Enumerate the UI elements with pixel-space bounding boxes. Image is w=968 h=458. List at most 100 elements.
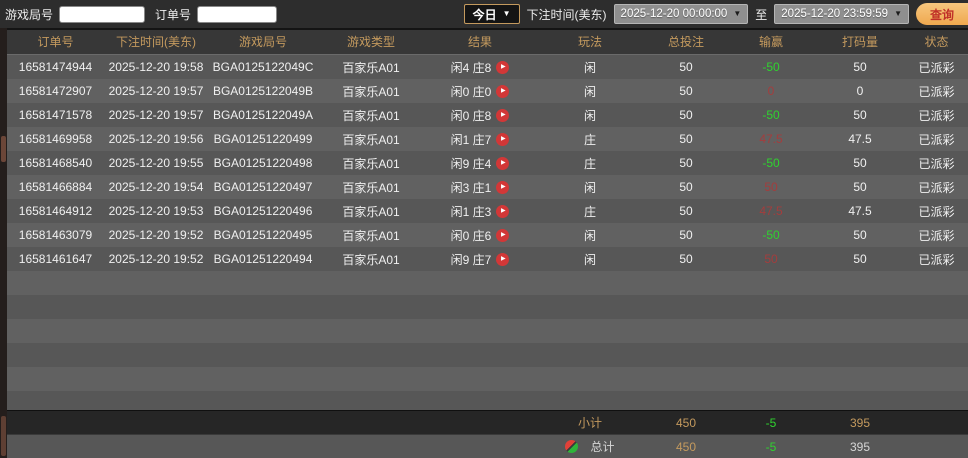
win-loss-cell: -50	[762, 60, 780, 74]
order-no-input[interactable]	[197, 5, 278, 23]
chevron-down-icon: ▼	[894, 9, 902, 18]
status-cell: 已派彩	[918, 204, 955, 219]
empty-row	[7, 271, 968, 295]
play-icon[interactable]: ▶	[496, 228, 510, 242]
game-type-cell: 百家乐A01	[342, 228, 400, 243]
column-header-1: 下注时间(美东)	[116, 35, 196, 49]
play-icon[interactable]: ▶	[496, 204, 510, 218]
date-from-dropdown[interactable]: 2025-12-20 00:00:00 ▼	[613, 4, 749, 24]
order-id-cell: 16581466884	[18, 180, 93, 194]
scrollbar-thumb[interactable]	[1, 136, 6, 162]
table-body: 16581474944 2025-12-20 19:58 BGA0125122049…	[7, 55, 968, 410]
column-header-6: 总投注	[667, 35, 704, 49]
result-text: 闲9 庄7	[450, 252, 492, 267]
subtotal-total-bet: 450	[675, 415, 697, 430]
play-icon[interactable]: ▶	[496, 252, 510, 266]
win-loss-cell: 50	[764, 180, 778, 194]
order-id-cell: 16581468540	[18, 156, 93, 170]
date-to-dropdown[interactable]: 2025-12-20 23:59:59 ▼	[774, 4, 909, 24]
win-loss-cell: 50	[764, 252, 778, 266]
table-row: 16581466884 2025-12-20 19:54 BGA0125122049…	[7, 175, 968, 199]
status-cell: 已派彩	[918, 108, 955, 123]
total-bet-cell: 50	[679, 108, 693, 122]
order-id-cell: 16581474944	[18, 60, 93, 74]
column-header-7: 输赢	[758, 35, 783, 49]
total-bet-cell: 50	[679, 132, 693, 146]
result-cell: 闲1 庄7 ▶	[424, 131, 536, 148]
subtotal-turnover: 395	[849, 415, 871, 430]
search-button[interactable]: 查询	[916, 3, 968, 25]
order-id-cell: 16581461647	[18, 252, 93, 266]
bet-time-cell: 2025-12-20 19:55	[108, 156, 204, 170]
status-cell: 已派彩	[918, 180, 955, 195]
date-preset-dropdown[interactable]: 今日 ▼	[463, 4, 520, 24]
subtotal-row: 小计 450 -5 395	[7, 410, 968, 434]
scrollbar-thumb[interactable]	[1, 416, 6, 456]
order-no-label: 订单号	[155, 7, 192, 22]
date-from-value: 2025-12-20 00:00:00	[620, 8, 728, 20]
table-row: 16581469958 2025-12-20 19:56 BGA0125122049…	[7, 127, 968, 151]
subtotal-win-loss: -5	[765, 415, 777, 430]
left-scrollbar[interactable]	[0, 28, 7, 458]
win-loss-cell: 47.5	[759, 132, 783, 146]
status-cell: 已派彩	[918, 228, 955, 243]
bet-time-cell: 2025-12-20 19:52	[108, 252, 204, 266]
order-id-cell: 16581472907	[18, 84, 93, 98]
win-loss-cell: -50	[762, 156, 780, 170]
play-icon[interactable]: ▶	[496, 156, 510, 170]
empty-row	[7, 367, 968, 391]
result-text: 闲9 庄4	[450, 156, 492, 171]
bet-time-label: 下注时间(美东)	[526, 7, 607, 22]
play-type-cell: 闲	[583, 228, 596, 243]
round-id-cell: BGA0125122049B	[212, 84, 314, 98]
empty-row	[7, 295, 968, 319]
table-row: 16581472907 2025-12-20 19:57 BGA0125122049…	[7, 79, 968, 103]
turnover-cell: 0	[856, 84, 864, 98]
status-cell: 已派彩	[918, 156, 955, 171]
play-type-cell: 闲	[583, 60, 596, 75]
total-bet-cell: 50	[679, 84, 693, 98]
table-area: 订单号 下注时间(美东) 游戏局号 游戏类型 结果 玩法 总投注 输赢 打码量 状态 165814…	[0, 28, 968, 458]
round-id-cell: BGA01251220497	[213, 180, 313, 194]
total-bet-cell: 50	[679, 60, 693, 74]
total-bet-cell: 50	[679, 156, 693, 170]
order-id-cell: 16581463079	[18, 228, 93, 242]
play-icon[interactable]: ▶	[496, 132, 510, 146]
game-type-cell: 百家乐A01	[342, 60, 400, 75]
play-type-cell: 闲	[583, 84, 596, 99]
turnover-cell: 50	[853, 228, 867, 242]
round-id-cell: BGA01251220496	[213, 204, 313, 218]
column-header-4: 结果	[467, 35, 492, 49]
game-type-cell: 百家乐A01	[342, 84, 400, 99]
result-text: 闲0 庄0	[450, 84, 492, 99]
game-type-cell: 百家乐A01	[342, 180, 400, 195]
order-id-cell: 16581469958	[18, 132, 93, 146]
play-icon[interactable]: ▶	[496, 60, 510, 74]
play-type-cell: 庄	[583, 132, 596, 147]
play-icon[interactable]: ▶	[496, 108, 510, 122]
play-icon[interactable]: ▶	[496, 180, 510, 194]
total-bet-cell: 50	[679, 204, 693, 218]
game-round-input[interactable]	[59, 5, 146, 23]
bet-time-cell: 2025-12-20 19:58	[108, 60, 204, 74]
game-type-cell: 百家乐A01	[342, 132, 400, 147]
table-row: 16581471578 2025-12-20 19:57 BGA0125122049…	[7, 103, 968, 127]
result-text: 闲0 庄6	[450, 228, 492, 243]
win-loss-cell: -50	[762, 108, 780, 122]
status-cell: 已派彩	[918, 252, 955, 267]
total-win-loss: -5	[765, 439, 777, 454]
status-cell: 已派彩	[918, 132, 955, 147]
result-text: 闲4 庄8	[450, 60, 492, 75]
bet-time-cell: 2025-12-20 19:52	[108, 228, 204, 242]
total-label: 总计	[590, 440, 615, 454]
round-id-cell: BGA0125122049C	[212, 60, 314, 74]
total-bet-cell: 50	[679, 252, 693, 266]
result-cell: 闲1 庄3 ▶	[424, 203, 536, 220]
subtotal-label: 小计	[577, 416, 602, 430]
table-header: 订单号 下注时间(美东) 游戏局号 游戏类型 结果 玩法 总投注 输赢 打码量 状态	[7, 28, 968, 55]
play-icon[interactable]: ▶	[496, 84, 510, 98]
filter-bar: 游戏局号 订单号 今日 ▼ 下注时间(美东) 2025-12-20 00:00:…	[0, 0, 968, 28]
game-round-label: 游戏局号	[5, 7, 54, 22]
total-turnover: 395	[849, 439, 871, 454]
